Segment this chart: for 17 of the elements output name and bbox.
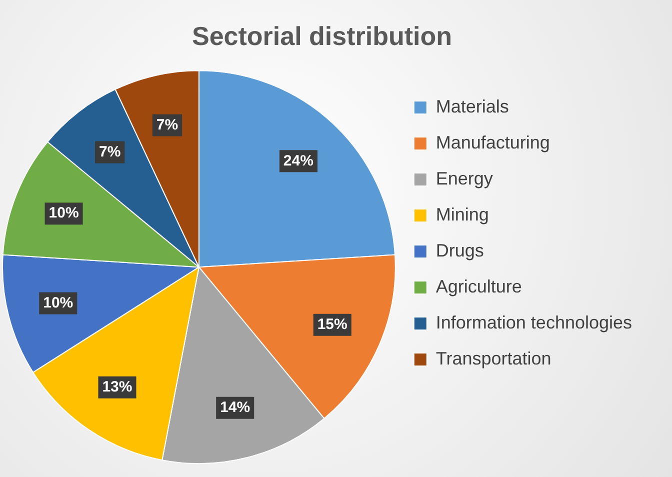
- data-label: 15%: [317, 316, 348, 333]
- legend-label: Manufacturing: [436, 132, 550, 152]
- data-label: 13%: [102, 378, 132, 396]
- legend-label: Materials: [436, 96, 509, 116]
- chart-title: Sectorial distribution: [192, 20, 452, 51]
- data-label: 7%: [156, 116, 178, 134]
- data-label: 10%: [43, 294, 74, 312]
- legend-label: Transportation: [436, 348, 552, 368]
- legend-label: Mining: [436, 204, 489, 224]
- legend-label: Energy: [436, 168, 493, 188]
- data-label: 24%: [283, 152, 314, 170]
- data-label: 7%: [99, 143, 121, 160]
- legend-label: Drugs: [436, 240, 484, 260]
- legend-label: Agriculture: [436, 276, 522, 296]
- data-label: 10%: [48, 204, 79, 222]
- legend-label: Information technologies: [436, 312, 632, 332]
- data-label: 14%: [220, 399, 250, 416]
